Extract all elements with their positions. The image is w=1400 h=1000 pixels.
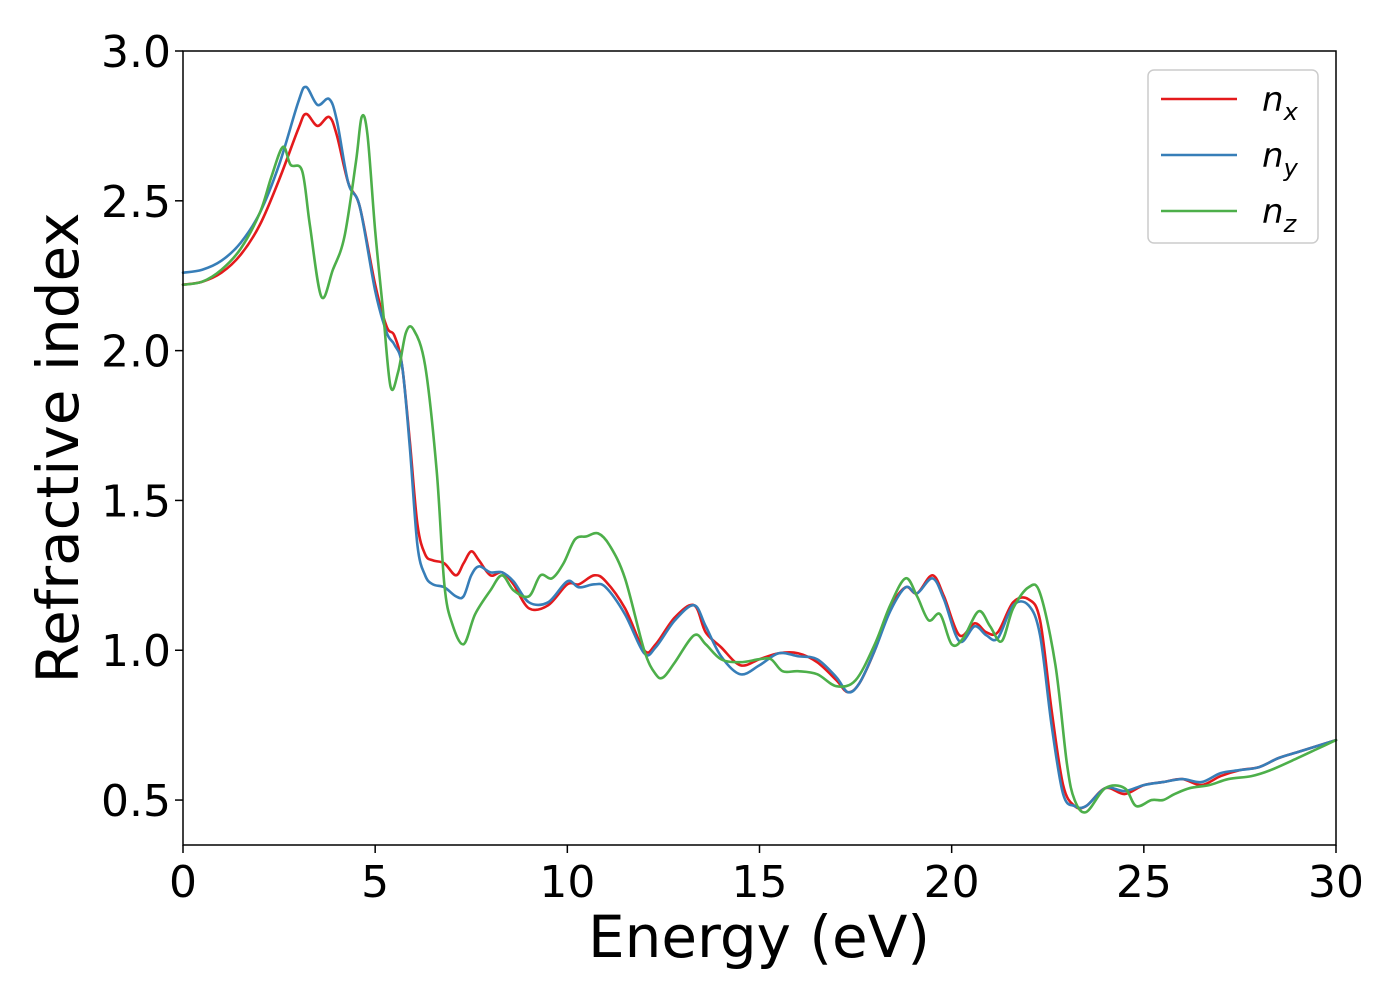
x-tick-label: 20 [924,857,980,908]
y-tick-label: 3.0 [101,27,171,78]
x-tick-label: 10 [539,857,595,908]
legend-label-n-x: nx [1262,80,1299,126]
y-axis-title: Refractive index [24,212,92,683]
plot-background [183,51,1336,845]
series-line-n-y [181,85,1338,810]
x-tick-label: 30 [1308,857,1364,908]
legend-frame [1147,69,1319,244]
y-tick-label: 2.0 [101,327,171,378]
x-tick-label: 15 [732,857,788,908]
x-tick-label: 5 [361,857,389,908]
legend: nx ny nz [1147,69,1319,244]
legend-label-n-y: ny [1262,136,1299,182]
y-tick-label: 0.5 [101,776,171,827]
tick-layer: 0 5 10 15 20 25 30 0.5 1.0 1.5 2.0 2.5 3.0 [101,27,1364,908]
y-tick-label: 1.0 [101,626,171,677]
plot-frame [182,50,1337,846]
x-tick-label: 0 [169,857,197,908]
x-axis-title: Energy (eV) [588,903,930,971]
series-layer [181,85,1338,814]
y-tick-label: 1.5 [101,476,171,527]
y-tick-label: 2.5 [101,177,171,228]
series-line-n-z [181,113,1338,814]
legend-label-n-z: nz [1262,192,1298,238]
x-tick-label: 25 [1116,857,1172,908]
